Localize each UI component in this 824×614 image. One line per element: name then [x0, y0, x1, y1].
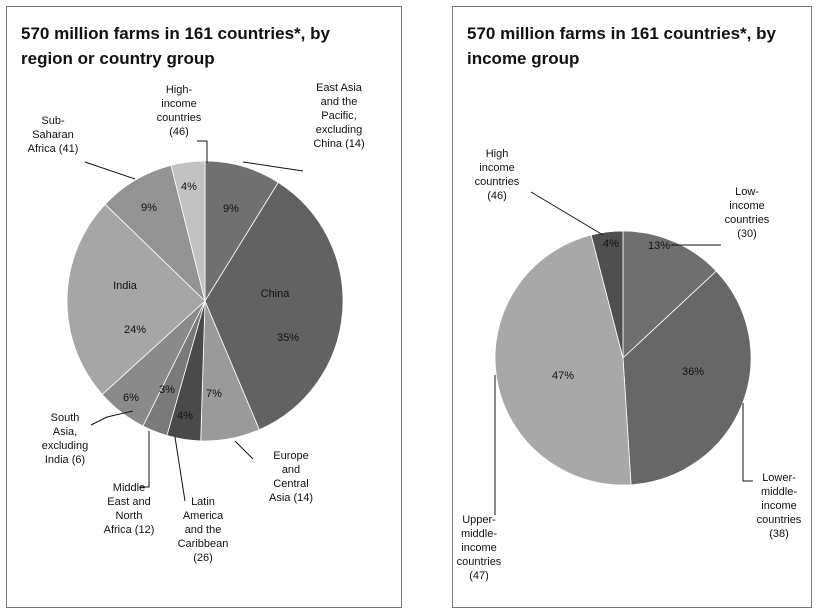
region-pct-label: 6%	[123, 392, 139, 404]
label-latam-line: Caribbean	[178, 538, 229, 550]
label-high-income-group-line: income	[479, 162, 514, 174]
chart-title-region: 570 million farms in 161 countries*, by …	[21, 24, 330, 68]
label-mena-line: North	[116, 510, 143, 522]
leader-high-income-group	[530, 191, 604, 236]
label-east-asia-line: Pacific,	[321, 110, 356, 122]
label-low-income-line: countries	[725, 214, 770, 226]
income-slice-upper-middle-income-countries	[494, 234, 632, 486]
label-latam-line: America	[183, 510, 224, 522]
label-south-asia-line: Asia,	[53, 426, 77, 438]
label-upper-middle: Upper-middle-income countries (47)	[457, 514, 502, 582]
region-pct-label: 9%	[141, 202, 157, 214]
label-upper-middle-line: Upper-	[462, 514, 496, 526]
label-upper-middle-line: (47)	[469, 570, 489, 582]
income-pct-label: 47%	[552, 370, 574, 382]
label-latam-line: and the	[185, 524, 222, 536]
region-pct-label: 7%	[206, 388, 222, 400]
region-pct-label: 9%	[223, 203, 239, 215]
label-china: China	[261, 288, 291, 300]
label-low-income-line: income	[729, 200, 764, 212]
label-lower-middle-line: Lower-	[762, 472, 796, 484]
label-lower-middle-line: countries	[757, 514, 802, 526]
label-ssa-line: Africa (41)	[28, 143, 79, 155]
leader-europe	[234, 440, 254, 460]
chart-panel-income: 570 million farms in 161 countries*, by …	[452, 6, 812, 608]
leader-south-asia	[90, 410, 134, 426]
label-low-income: Low-income countries (30)	[725, 186, 770, 240]
chart-title-income: 570 million farms in 161 countries*, by …	[467, 24, 776, 68]
label-lower-middle-line: middle-	[761, 486, 797, 498]
label-mena: Middle East and North Africa (12)	[104, 482, 155, 536]
pie-chart-region: 9% 35% 7% 4% 3% 6% 24% 9% 4% China India East Asia a…	[28, 82, 365, 564]
label-high-income-group: High income countries (46)	[475, 148, 520, 202]
label-mena-line: Middle	[113, 482, 145, 494]
income-pct-label: 4%	[603, 238, 619, 250]
label-low-income-line: Low-	[735, 186, 759, 198]
label-high-income-line: High-	[166, 84, 193, 96]
label-east-asia: East Asia and the Pacific, excluding China (…	[313, 82, 364, 150]
label-ssa-line: Saharan	[32, 129, 74, 141]
leader-ssa	[84, 161, 136, 180]
region-slice-high-income-countries	[170, 160, 206, 302]
label-upper-middle-line: countries	[457, 556, 502, 568]
label-ssa-line: Sub-	[41, 115, 65, 127]
label-india: India	[113, 280, 138, 292]
label-high-income-line: countries	[157, 112, 202, 124]
label-high-income-group-line: countries	[475, 176, 520, 188]
label-south-asia-line: India (6)	[45, 454, 85, 466]
income-slice-high-income-countries	[590, 230, 624, 359]
label-east-asia-line: and the	[321, 96, 358, 108]
leader-mena	[139, 431, 150, 488]
leader-high-income	[197, 140, 208, 163]
label-high-income-line: income	[161, 98, 196, 110]
label-europe: Europe and Central Asia (14)	[269, 450, 313, 504]
label-lower-middle-line: income	[761, 500, 796, 512]
label-lower-middle-line: (38)	[769, 528, 789, 540]
income-pct-label: 13%	[648, 240, 670, 252]
label-latam-line: (26)	[193, 552, 213, 564]
label-east-asia-line: excluding	[316, 124, 362, 136]
label-europe-line: Central	[273, 478, 308, 490]
label-high-income-group-line: High	[486, 148, 509, 160]
region-pct-label: 35%	[277, 332, 299, 344]
leader-lower-middle	[742, 403, 753, 482]
pie-chart-income: 13% 36% 47% 4% Low-income countries (30) High in…	[457, 148, 802, 582]
label-east-asia-line: East Asia	[316, 82, 363, 94]
region-pct-label: 3%	[159, 384, 175, 396]
leader-latam	[174, 436, 186, 502]
income-pct-label: 36%	[682, 366, 704, 378]
income-slice-lower-middle-income-countries	[622, 270, 752, 486]
chart-panel-region: 570 million farms in 161 countries*, by …	[6, 6, 402, 608]
region-pct-label: 24%	[124, 324, 146, 336]
label-europe-line: and	[282, 464, 300, 476]
label-upper-middle-line: income	[461, 542, 496, 554]
label-mena-line: East and	[107, 496, 150, 508]
region-pct-label: 4%	[181, 181, 197, 193]
label-ssa: Sub- Saharan Africa (41)	[28, 115, 79, 155]
label-south-asia: South Asia, excluding India (6)	[42, 412, 88, 466]
leader-east-asia	[242, 161, 304, 172]
label-europe-line: Europe	[273, 450, 308, 462]
region-pct-label: 4%	[177, 410, 193, 422]
label-lower-middle: Lower-middle-income countries (38)	[757, 472, 802, 540]
label-high-income-group-line: (46)	[487, 190, 507, 202]
label-south-asia-line: South	[51, 412, 80, 424]
label-mena-line: Africa (12)	[104, 524, 155, 536]
label-latam: Latin America and the Caribbean (26)	[178, 496, 229, 564]
label-upper-middle-line: middle-	[461, 528, 497, 540]
label-east-asia-line: China (14)	[313, 138, 364, 150]
label-high-income: High-income countries (46)	[157, 84, 202, 138]
income-slice-low-income-countries	[622, 230, 717, 359]
region-slice-india	[66, 203, 206, 396]
label-latam-line: Latin	[191, 496, 215, 508]
label-south-asia-line: excluding	[42, 440, 88, 452]
label-low-income-line: (30)	[737, 228, 757, 240]
region-slice-china	[204, 181, 344, 431]
label-europe-line: Asia (14)	[269, 492, 313, 504]
label-high-income-line: (46)	[169, 126, 189, 138]
